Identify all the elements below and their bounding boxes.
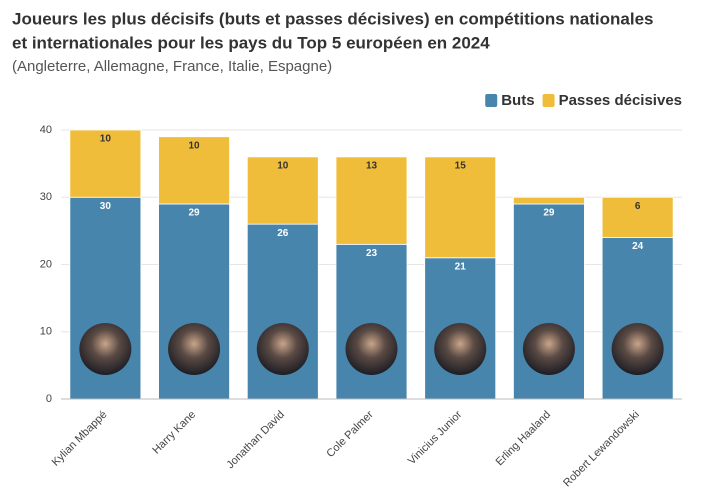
legend-swatch (542, 94, 555, 107)
data-label: 6 (635, 201, 641, 212)
legend-label: Buts (501, 92, 534, 109)
x-tick-label: Erling Haaland (494, 409, 554, 469)
data-label: 23 (366, 248, 378, 259)
data-label: 10 (100, 134, 112, 145)
player-photo (522, 323, 575, 375)
x-tick-label: Cole Palmer (324, 408, 376, 460)
data-label: 10 (277, 161, 289, 172)
data-label: 21 (455, 261, 467, 272)
data-label: 29 (189, 208, 201, 219)
legend-swatch (485, 94, 498, 107)
player-photo (168, 323, 221, 375)
y-tick-label: 20 (40, 258, 52, 270)
y-tick-label: 0 (46, 393, 52, 405)
bar-segment (424, 156, 497, 259)
bar-segment (335, 156, 408, 245)
data-label: 15 (455, 161, 467, 172)
y-tick-label: 30 (40, 191, 52, 203)
x-tick-label: Harry Kane (150, 409, 198, 457)
data-label: 29 (543, 208, 555, 219)
x-tick-label: Robert Lewandowski (561, 409, 642, 490)
data-label: 26 (277, 228, 289, 239)
player-photo (611, 323, 664, 375)
y-tick-label: 40 (40, 124, 52, 136)
bar-segment (246, 156, 319, 225)
player-photo (434, 323, 487, 375)
chart-subtitle: (Angleterre, Allemagne, France, Italie, … (12, 58, 332, 75)
bar-segment (513, 196, 585, 205)
player-photo (79, 323, 132, 375)
data-label: 30 (100, 201, 112, 212)
y-tick-label: 10 (40, 326, 52, 338)
bar-segment (158, 136, 230, 205)
x-tick-label: Kylian Mbappé (50, 409, 110, 469)
x-tick-label: Jonathan David (224, 409, 287, 472)
data-label: 24 (632, 241, 644, 252)
bar-segment (69, 129, 142, 198)
player-photo (345, 323, 398, 375)
data-label: 10 (189, 140, 201, 151)
chart-title: et internationales pour les pays du Top … (12, 33, 490, 52)
chart-title: Joueurs les plus décisifs (buts et passe… (12, 9, 654, 28)
data-label: 13 (366, 161, 378, 172)
bar-segment (335, 243, 408, 400)
bar-segment (601, 196, 674, 238)
legend-label: Passes décisives (559, 92, 682, 109)
x-tick-label: Vinicius Junior (406, 408, 465, 467)
player-photo (256, 323, 309, 375)
